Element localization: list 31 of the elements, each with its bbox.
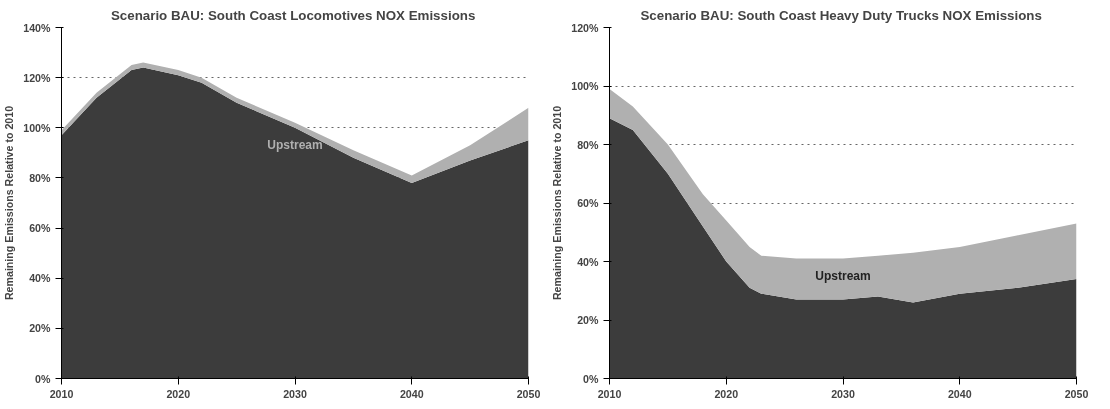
y-tick-label: 0%	[583, 372, 600, 385]
x-tick-label: 2030	[283, 387, 307, 400]
y-tick-label: 0%	[35, 372, 52, 385]
x-tick-label: 2030	[831, 387, 855, 400]
y-tick-label: 60%	[29, 222, 52, 235]
y-tick-label: 120%	[571, 21, 600, 34]
y-tick-label: 120%	[23, 71, 52, 84]
x-tick-label: 2020	[166, 387, 191, 400]
x-tick-label: 2040	[399, 387, 424, 400]
y-tick-label: 100%	[23, 121, 52, 134]
x-tick-label: 2010	[49, 387, 74, 400]
y-tick-label: 20%	[29, 322, 52, 335]
y-tick-label: 40%	[577, 255, 600, 268]
x-tick-label: 2020	[714, 387, 739, 400]
x-tick-label: 2040	[947, 387, 972, 400]
y-axis-title: Remaining Emissions Relative to 2010	[551, 105, 564, 301]
series-label: Upstream	[815, 269, 871, 284]
y-axis-title: Remaining Emissions Relative to 2010	[3, 105, 16, 301]
series-label: Upstream	[267, 138, 323, 153]
y-tick-label: 80%	[577, 138, 600, 151]
y-tick-label: 80%	[29, 171, 52, 184]
y-tick-label: 60%	[577, 197, 600, 209]
x-tick-label: 2010	[597, 387, 622, 400]
y-tick-label: 40%	[29, 272, 52, 285]
y-tick-label: 20%	[577, 314, 600, 326]
x-tick-label: 2050	[1064, 387, 1089, 400]
y-tick-label: 100%	[571, 80, 600, 92]
chart-title: Scenario BAU: South Coast Heavy Duty Trucks NOX Emissions	[640, 7, 1042, 23]
x-tick-label: 2050	[516, 387, 541, 400]
chart-title: Scenario BAU: South Coast Locomotives NOX Emissions	[110, 7, 476, 23]
y-tick-label: 140%	[23, 21, 52, 34]
